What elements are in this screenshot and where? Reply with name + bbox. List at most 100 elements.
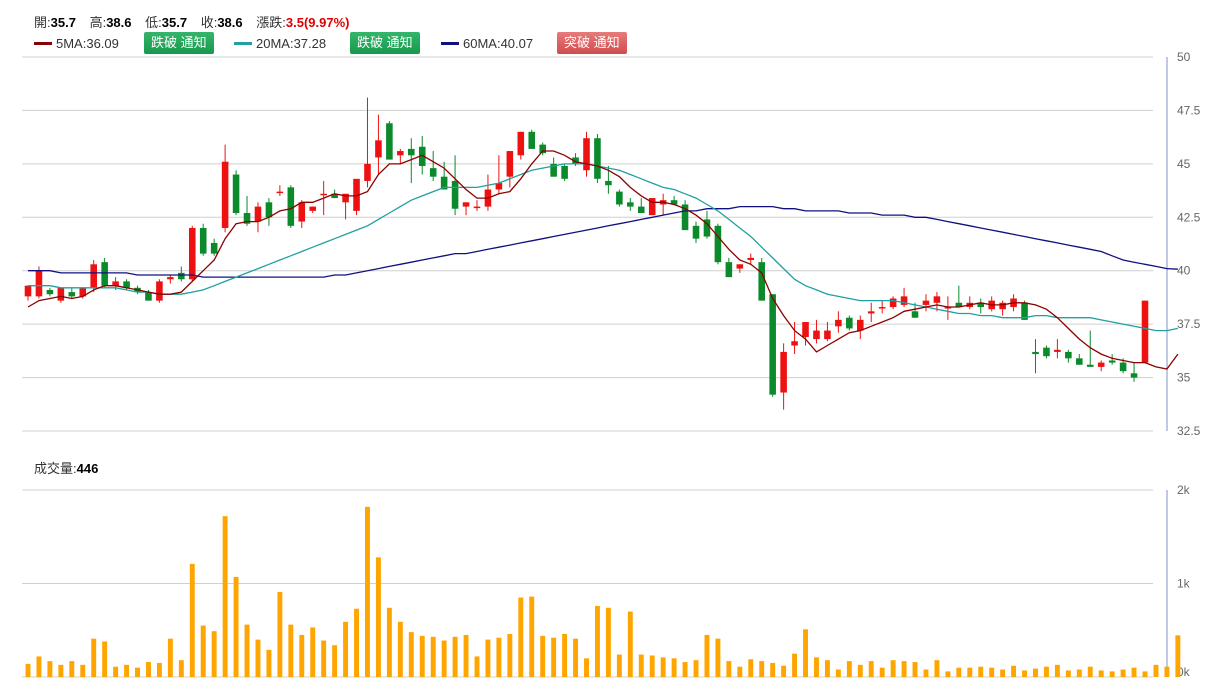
volume-bar (616, 654, 622, 677)
ma5-alert-button[interactable]: 跌破 通知 (144, 32, 214, 54)
volume-bar (69, 661, 75, 677)
candle-body (846, 317, 853, 329)
volume-bar (211, 631, 217, 677)
volume-bar (901, 661, 907, 677)
candle (1097, 360, 1105, 372)
price-axis: 50 47.5 45 42.5 40 37.5 35 32.5 (1166, 50, 1201, 438)
candle (856, 315, 864, 340)
candle-body (254, 206, 262, 222)
candle (1043, 345, 1050, 359)
candle-body (583, 138, 590, 171)
volume-bar (463, 634, 469, 677)
volume-bar (934, 660, 940, 677)
volume-bars (25, 506, 1181, 677)
candle (714, 223, 722, 265)
candle (867, 302, 875, 323)
candle-body (1032, 351, 1039, 355)
candle (386, 121, 393, 160)
volume-bar (1076, 669, 1082, 677)
volume-bar (540, 635, 546, 677)
candle (1141, 300, 1149, 363)
price-tick-label: 32.5 (1177, 424, 1201, 438)
ma60-alert-button[interactable]: 突破 通知 (557, 32, 627, 54)
volume-bar (277, 591, 283, 677)
volume-bar (474, 656, 480, 677)
volume-tick-label: 1k (1177, 577, 1191, 591)
volume-tick-label: 2k (1177, 483, 1191, 497)
candle-body (1076, 358, 1083, 365)
volume-bar (135, 667, 140, 677)
candle-body (867, 311, 875, 314)
volume-bar (868, 661, 874, 677)
candle (583, 131, 590, 177)
volume-bar (1065, 670, 1071, 677)
volume-bar (1087, 666, 1093, 677)
price-tick-label: 45 (1177, 157, 1191, 171)
volume-bar (649, 655, 655, 677)
candle-body (123, 281, 130, 288)
ma20-label: 20MA:37.28 (256, 35, 327, 51)
candle (681, 200, 689, 231)
volume-bar (496, 637, 502, 677)
volume-bar (145, 662, 151, 677)
volume-bar (923, 669, 929, 677)
volume-bar (386, 607, 392, 677)
volume-bar (912, 662, 918, 677)
volume-bar (80, 664, 86, 677)
price-tick-label: 47.5 (1177, 103, 1201, 117)
change-readout: 漲跌:3.5(9.97%) (256, 15, 350, 30)
candle (955, 285, 963, 308)
volume-bar (967, 667, 973, 677)
volume-bar (682, 662, 688, 677)
candle (616, 189, 623, 207)
volume-bar (551, 637, 557, 677)
candle-body (692, 225, 700, 239)
candle-body (539, 144, 546, 154)
high-readout: 高:38.6 (89, 15, 132, 30)
volume-bar (419, 635, 425, 677)
volume-bar (781, 665, 787, 677)
volume-tick-label: 0k (1177, 665, 1191, 679)
volume-bar (660, 657, 666, 677)
candle (276, 185, 284, 196)
candle-body (911, 311, 919, 318)
candle-body (221, 161, 229, 228)
volume-bar (91, 638, 97, 677)
candle-body (747, 257, 755, 261)
volume-bar (485, 639, 491, 677)
candle-body (824, 330, 831, 340)
candle-body (199, 227, 207, 254)
candle-body (331, 193, 338, 199)
candle (178, 266, 185, 282)
ma20-alert-button[interactable]: 跌破 通知 (350, 32, 420, 54)
volume-bar (759, 661, 765, 677)
candle (1076, 354, 1083, 365)
candle-body (46, 289, 54, 295)
candle-body (57, 287, 65, 301)
candle (692, 221, 700, 243)
candle (1054, 339, 1061, 359)
price-tick-label: 37.5 (1177, 317, 1201, 331)
volume-bar (408, 632, 414, 677)
candle-body (79, 287, 87, 297)
volume-bar (605, 607, 611, 677)
candle-body (550, 163, 557, 177)
volume-bar (58, 664, 64, 677)
volume-bar (332, 645, 338, 677)
candle-body (265, 202, 273, 218)
candle (944, 296, 952, 320)
candle-body (681, 204, 689, 231)
candle-body (1141, 300, 1149, 363)
volume-bar (113, 666, 119, 677)
volume-bar (978, 666, 984, 677)
candle-body (232, 174, 240, 214)
candle-body (287, 187, 295, 226)
candle (846, 315, 853, 331)
candle-body (933, 296, 941, 303)
candle-body (594, 138, 601, 179)
ma20-legend: 20MA:37.28 (234, 32, 326, 54)
candle (243, 195, 251, 226)
candle-body (637, 206, 645, 214)
candle (221, 144, 229, 233)
